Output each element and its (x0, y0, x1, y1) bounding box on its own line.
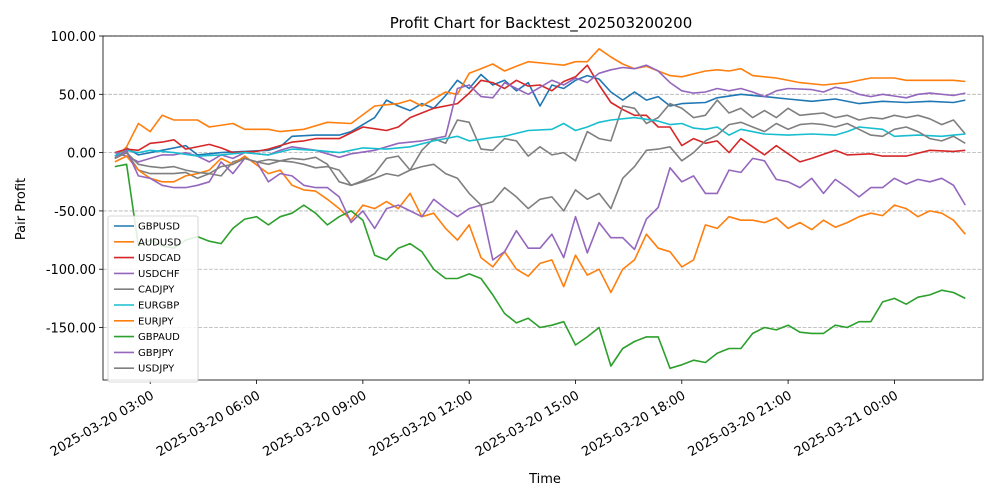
series-line-usdjpy (114, 121, 966, 212)
chart-title: Profit Chart for Backtest_202503200200 (390, 14, 693, 33)
legend-label: CADJPY (138, 285, 175, 296)
series-line-audusd (114, 48, 966, 159)
series-line-eurjpy (114, 155, 966, 294)
legend-label: USDJPY (138, 364, 175, 375)
plot-frame (102, 35, 984, 381)
series-line-gbpaud (114, 163, 966, 370)
series-line-eurgbp (114, 116, 966, 157)
plot-area (114, 48, 966, 370)
series-lines (114, 48, 966, 370)
legend-label: EURGBP (138, 301, 179, 312)
y-tick-label: -150.00 (46, 322, 96, 337)
legend-label: GBPJPY (138, 348, 174, 359)
legend-label: GBPUSD (138, 222, 180, 233)
legend-label: AUDUSD (138, 237, 182, 248)
legend-label: GBPAUD (138, 332, 180, 343)
y-axis-ticks: 100.00 50.00 0.00 -50.00 -100.00 -150.00 (46, 30, 103, 337)
y-tick-label: 50.00 (59, 88, 96, 103)
legend: GBPUSD AUDUSD USDCAD USDCHF CADJPY EURGBP EURJ… (107, 215, 199, 383)
x-axis-label: Time (528, 472, 561, 487)
y-tick-label: -100.00 (46, 263, 96, 278)
y-tick-label: 0.00 (67, 147, 96, 162)
legend-label: USDCHF (138, 269, 180, 280)
series-line-usdcad (114, 64, 966, 163)
y-axis-label: Pair Profit (14, 178, 29, 240)
y-tick-label: -50.00 (54, 205, 96, 220)
y-tick-label: 100.00 (51, 30, 97, 45)
legend-label: EURJPY (138, 316, 174, 327)
series-line-usdchf (114, 64, 966, 163)
legend-label: USDCAD (138, 253, 181, 264)
